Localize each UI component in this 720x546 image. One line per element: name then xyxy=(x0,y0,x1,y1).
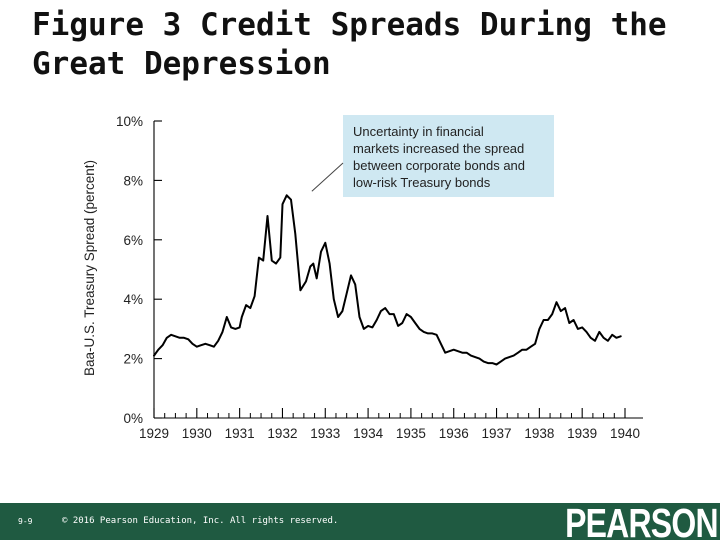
footer-bar: 9-9 © 2016 Pearson Education, Inc. All r… xyxy=(0,500,720,546)
x-tick-label: 1930 xyxy=(182,426,212,441)
series-line xyxy=(153,194,622,366)
x-axis: 1929 1930 1931 1932 1933 1934 1935 1936 1937 1938… xyxy=(139,408,643,441)
x-tick-label: 1938 xyxy=(524,426,554,441)
annotation: Uncertainty in financial markets increase… xyxy=(311,115,554,197)
y-tick-label: 2% xyxy=(123,352,143,367)
x-tick-label: 1934 xyxy=(353,426,384,441)
x-tick-label: 1931 xyxy=(225,426,255,441)
x-tick-label: 1940 xyxy=(610,426,640,441)
x-tick-label: 1929 xyxy=(139,426,169,441)
annotation-text: markets increased the spread xyxy=(353,141,524,156)
y-tick-label: 0% xyxy=(123,411,143,426)
y-tick-label: 10% xyxy=(116,114,143,129)
annotation-text: Uncertainty in financial xyxy=(353,124,484,139)
x-tick-label: 1939 xyxy=(567,426,597,441)
annotation-text: between corporate bonds and xyxy=(353,158,525,173)
annotation-text: low-risk Treasury bonds xyxy=(353,175,491,190)
x-tick-label: 1933 xyxy=(310,426,340,441)
y-tick-label: 4% xyxy=(123,292,143,307)
pearson-logo: PEARSON xyxy=(565,500,718,546)
y-tick-label: 6% xyxy=(123,233,143,248)
slide-title: Figure 3 Credit Spreads During the Great… xyxy=(32,6,692,84)
credit-spread-chart: 0%2%4%6%8%10% 1929 1930 1931 1932 1933 1934 19… xyxy=(82,114,643,441)
y-axis: 0% 2% 4% 6% 8% 10% xyxy=(116,114,162,426)
copyright-text: © 2016 Pearson Education, Inc. All right… xyxy=(62,516,339,526)
x-tick-label: 1937 xyxy=(482,426,512,441)
annotation-leader-line xyxy=(311,162,344,192)
x-tick-label: 1935 xyxy=(396,426,426,441)
x-tick-label: 1936 xyxy=(439,426,469,441)
slide-number: 9-9 xyxy=(18,517,33,526)
slide-title-line-1: Figure 3 Credit Spreads During the xyxy=(32,7,667,43)
slide-title-line-2: Great Depression xyxy=(32,46,331,82)
plot-area xyxy=(153,194,622,366)
annotation-box xyxy=(343,115,554,197)
x-tick-label: 1932 xyxy=(267,426,297,441)
y-tick-label: 8% xyxy=(123,173,143,188)
y-axis-label: Baa-U.S. Treasury Spread (percent) xyxy=(82,160,97,376)
